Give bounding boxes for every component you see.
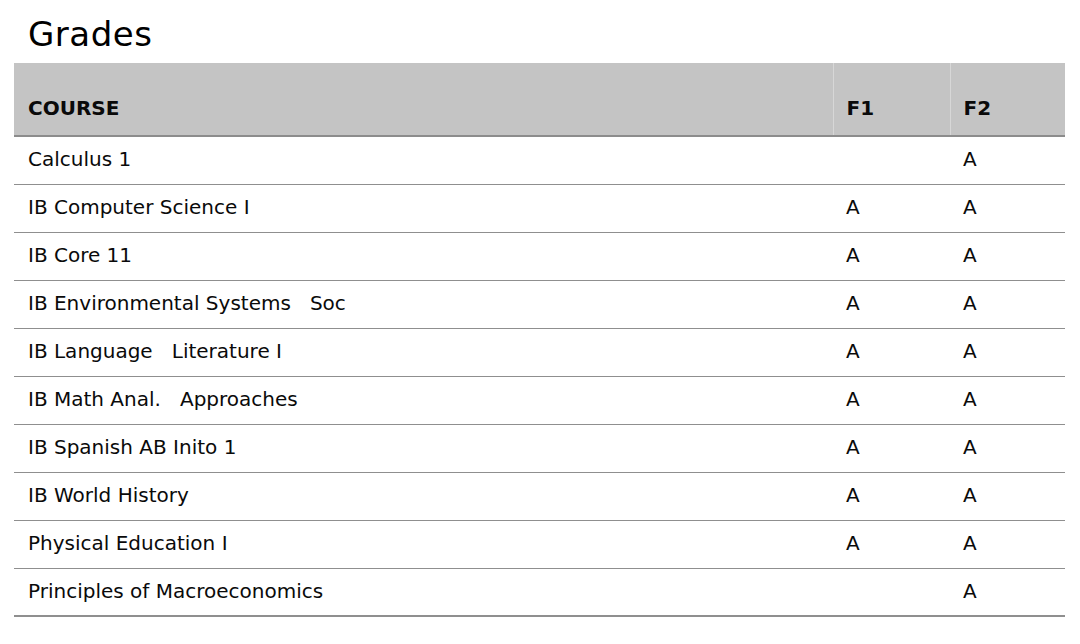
table-row: IB Spanish AB Inito 1 A A	[14, 424, 1065, 472]
course-name-cell: IB Math Anal. Approaches	[14, 376, 833, 424]
grade-f2-cell: A	[950, 280, 1065, 328]
course-name-cell: Calculus 1	[14, 136, 833, 184]
course-name-cell: IB Environmental Systems Soc	[14, 280, 833, 328]
grade-f1-cell: A	[833, 328, 950, 376]
table-row: Physical Education I A A	[14, 520, 1065, 568]
table-row: Calculus 1 A	[14, 136, 1065, 184]
grade-f2-cell: A	[950, 136, 1065, 184]
course-name-cell: IB World History	[14, 472, 833, 520]
course-name-cell: IB Core 11	[14, 232, 833, 280]
table-body: Calculus 1 A IB Computer Science I A A I…	[14, 136, 1065, 616]
grade-f1-cell: A	[833, 424, 950, 472]
page-title: Grades	[28, 14, 1065, 54]
grade-f1-cell: A	[833, 472, 950, 520]
grades-table: COURSE F1 F2 Calculus 1 A IB Computer Sc…	[14, 63, 1065, 617]
course-name-cell: Physical Education I	[14, 520, 833, 568]
grades-page: Grades COURSE F1 F2 Calculus 1 A IB Comp…	[0, 0, 1080, 617]
grade-f2-cell: A	[950, 376, 1065, 424]
grade-f1-cell	[833, 568, 950, 616]
grade-f1-cell	[833, 136, 950, 184]
course-name-cell: IB Computer Science I	[14, 184, 833, 232]
table-row: Principles of Macroeconomics A	[14, 568, 1065, 616]
course-name-cell: IB Spanish AB Inito 1	[14, 424, 833, 472]
course-name-cell: IB Language Literature I	[14, 328, 833, 376]
grade-f1-cell: A	[833, 280, 950, 328]
column-header-f2: F2	[950, 63, 1065, 136]
column-header-f1: F1	[833, 63, 950, 136]
table-row: IB Environmental Systems Soc A A	[14, 280, 1065, 328]
grade-f2-cell: A	[950, 568, 1065, 616]
grade-f1-cell: A	[833, 232, 950, 280]
grade-f2-cell: A	[950, 424, 1065, 472]
grade-f2-cell: A	[950, 520, 1065, 568]
grade-f2-cell: A	[950, 232, 1065, 280]
table-row: IB Core 11 A A	[14, 232, 1065, 280]
column-header-course: COURSE	[14, 63, 833, 136]
header-row: COURSE F1 F2	[14, 63, 1065, 136]
course-name-cell: Principles of Macroeconomics	[14, 568, 833, 616]
grade-f1-cell: A	[833, 376, 950, 424]
table-row: IB World History A A	[14, 472, 1065, 520]
grade-f2-cell: A	[950, 472, 1065, 520]
grade-f1-cell: A	[833, 520, 950, 568]
table-row: IB Language Literature I A A	[14, 328, 1065, 376]
grade-f1-cell: A	[833, 184, 950, 232]
grade-f2-cell: A	[950, 184, 1065, 232]
table-row: IB Computer Science I A A	[14, 184, 1065, 232]
grade-f2-cell: A	[950, 328, 1065, 376]
table-header: COURSE F1 F2	[14, 63, 1065, 136]
table-row: IB Math Anal. Approaches A A	[14, 376, 1065, 424]
